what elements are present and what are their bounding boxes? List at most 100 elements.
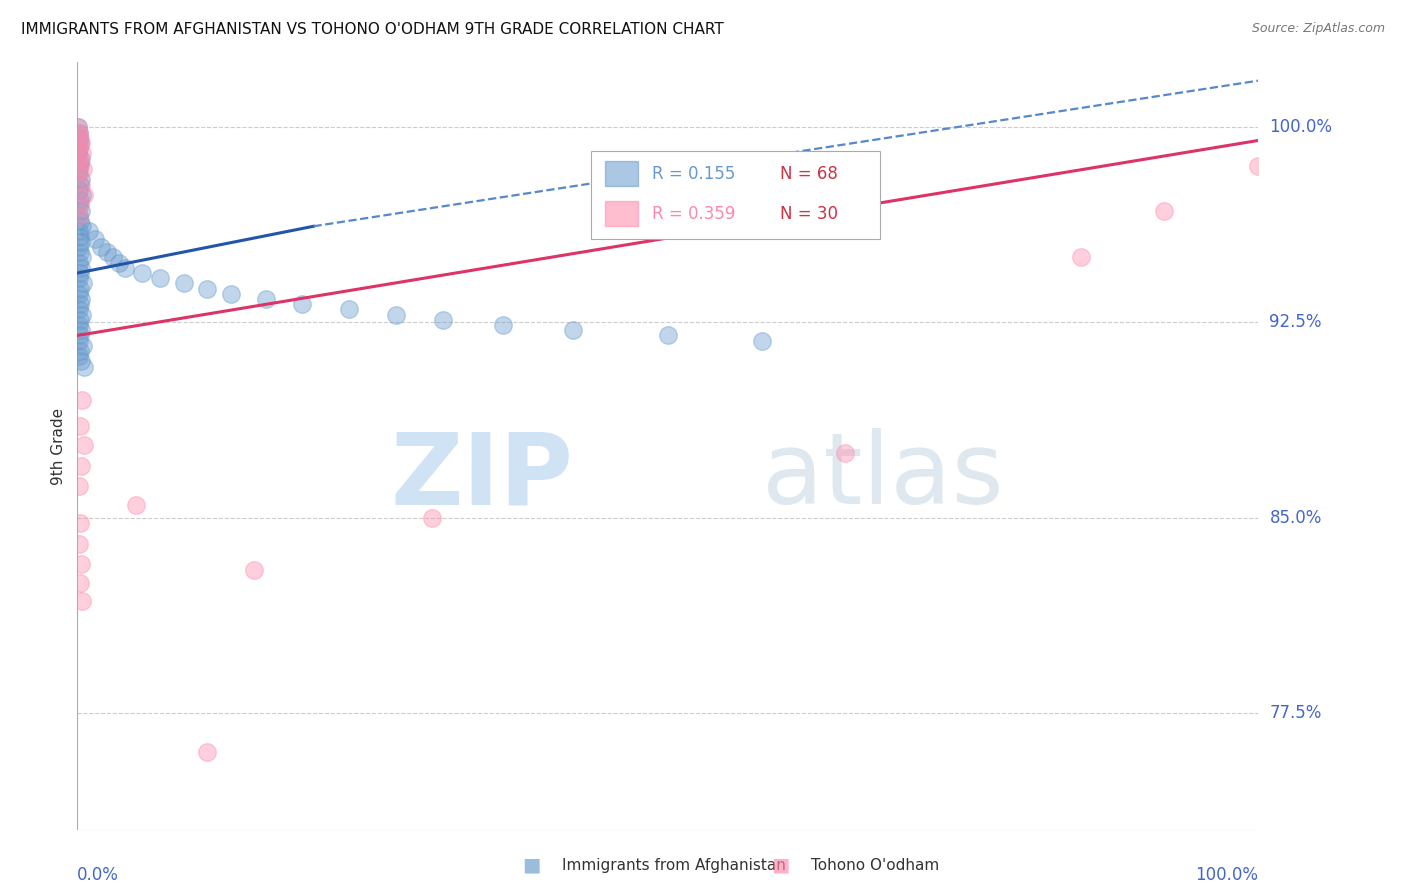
Point	[69, 131, 91, 145]
Point	[1247, 160, 1270, 174]
Text: 100.0%: 100.0%	[1270, 119, 1333, 136]
Text: 100.0%: 100.0%	[1195, 865, 1258, 884]
Point	[67, 146, 90, 161]
Point	[149, 271, 172, 285]
Point	[491, 318, 513, 332]
Point	[67, 198, 90, 212]
Text: atlas: atlas	[762, 428, 1004, 525]
Point	[131, 266, 153, 280]
Point	[1153, 203, 1175, 218]
Point	[67, 255, 90, 269]
Point	[69, 516, 91, 530]
Point	[420, 510, 443, 524]
Point	[84, 232, 107, 246]
Point	[69, 419, 91, 434]
Point	[562, 323, 585, 337]
Point	[70, 152, 93, 166]
Point	[125, 498, 148, 512]
Point	[337, 302, 360, 317]
Point	[69, 282, 91, 296]
Point	[70, 136, 93, 150]
Point	[67, 141, 90, 155]
Point	[219, 286, 242, 301]
Point	[101, 251, 124, 265]
Point	[67, 318, 90, 332]
Text: ZIP: ZIP	[391, 428, 574, 525]
Point	[69, 313, 91, 327]
Point	[67, 152, 90, 166]
Point	[195, 745, 218, 759]
Point	[70, 593, 93, 607]
Point	[66, 167, 89, 181]
Point	[66, 120, 89, 135]
Point	[69, 157, 91, 171]
Point	[73, 188, 96, 202]
Point	[114, 260, 136, 275]
Point	[67, 286, 90, 301]
Point	[70, 219, 93, 234]
Point	[67, 349, 90, 363]
Point	[70, 203, 93, 218]
Point	[73, 359, 96, 374]
Point	[107, 255, 129, 269]
Point	[67, 224, 90, 238]
Point	[834, 445, 856, 459]
Point	[72, 162, 94, 177]
Point	[67, 183, 90, 197]
Point	[70, 146, 93, 161]
Point	[70, 393, 93, 408]
Point	[90, 240, 112, 254]
Text: Tohono O'odham: Tohono O'odham	[811, 858, 939, 872]
Text: 85.0%: 85.0%	[1270, 508, 1322, 526]
Text: Source: ZipAtlas.com: Source: ZipAtlas.com	[1251, 22, 1385, 36]
Point	[173, 277, 195, 291]
Point	[69, 136, 91, 150]
FancyBboxPatch shape	[605, 161, 638, 186]
Point	[67, 209, 90, 223]
Point	[432, 313, 454, 327]
Point	[70, 235, 93, 249]
Point	[66, 120, 89, 135]
Point	[70, 558, 93, 572]
Text: R = 0.359: R = 0.359	[652, 204, 735, 223]
Point	[69, 328, 91, 343]
Point	[243, 562, 266, 576]
Y-axis label: 9th Grade: 9th Grade	[51, 408, 66, 484]
Point	[70, 260, 93, 275]
Point	[69, 297, 91, 311]
Point	[69, 266, 91, 280]
Point	[69, 344, 91, 359]
Point	[69, 178, 91, 192]
Point	[69, 245, 91, 260]
Text: 92.5%: 92.5%	[1270, 313, 1322, 332]
Point	[657, 328, 679, 343]
Point	[70, 354, 93, 368]
Point	[67, 536, 90, 550]
Point	[70, 323, 93, 337]
Text: N = 68: N = 68	[780, 165, 838, 183]
Point	[69, 214, 91, 228]
Point	[69, 157, 91, 171]
Text: R = 0.155: R = 0.155	[652, 165, 735, 183]
Point	[70, 251, 93, 265]
Point	[67, 131, 90, 145]
FancyBboxPatch shape	[591, 151, 880, 239]
Point	[751, 334, 773, 348]
Point	[67, 334, 90, 348]
Point	[73, 438, 96, 452]
Text: Immigrants from Afghanistan: Immigrants from Afghanistan	[562, 858, 786, 872]
Point	[69, 229, 91, 244]
Point	[254, 292, 277, 306]
Text: IMMIGRANTS FROM AFGHANISTAN VS TOHONO O'ODHAM 9TH GRADE CORRELATION CHART: IMMIGRANTS FROM AFGHANISTAN VS TOHONO O'…	[21, 22, 724, 37]
Point	[67, 141, 90, 155]
Point	[195, 282, 218, 296]
Point	[70, 178, 93, 192]
Text: 0.0%: 0.0%	[77, 865, 120, 884]
Point	[72, 277, 94, 291]
Point	[385, 308, 408, 322]
Point	[67, 479, 90, 493]
Point	[67, 167, 90, 181]
Point	[70, 308, 93, 322]
Point	[67, 126, 90, 140]
Point	[70, 172, 93, 186]
